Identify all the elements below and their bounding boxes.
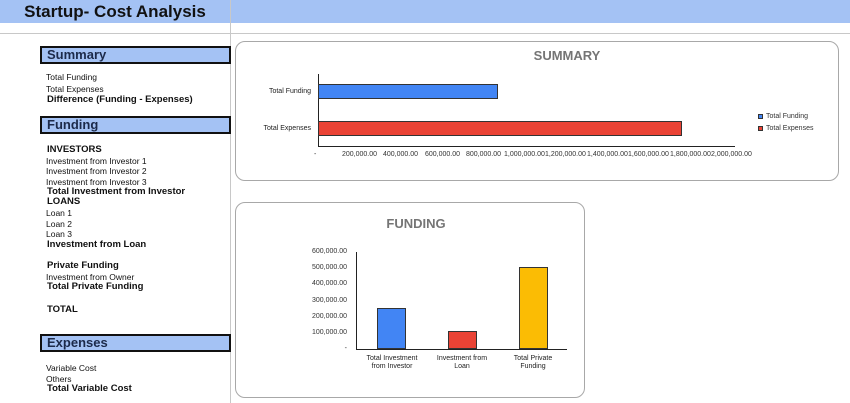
x-axis-line: [318, 146, 735, 147]
bar-investment-from-loan[interactable]: [448, 331, 477, 349]
bar-total-private-funding[interactable]: [519, 267, 548, 349]
label-line: Total Private: [513, 355, 553, 362]
bar-total-investment-from-investor[interactable]: [377, 308, 406, 349]
y-tick-label: 200,000.00: [311, 313, 347, 320]
x-category-label: Investment from Loan: [422, 355, 502, 371]
page-title: Startup- Cost Analysis: [24, 2, 206, 21]
row-owner-investment[interactable]: Investment from Owner: [46, 272, 135, 282]
row-investor-1[interactable]: Investment from Investor 1: [46, 156, 147, 166]
label-line: Investment from: [436, 355, 488, 362]
legend-item-total-funding[interactable]: Total Funding: [758, 113, 808, 120]
row-investor-2[interactable]: Investment from Investor 2: [46, 166, 147, 176]
row-total-funding[interactable]: Total Funding: [46, 72, 98, 82]
x-tick-label: 2,000,000.00: [711, 151, 752, 158]
row-total-expenses[interactable]: Total Expenses: [46, 84, 104, 94]
x-tick-label: 1,800,000.00: [670, 151, 711, 158]
row-investor-3[interactable]: Investment from Investor 3: [46, 177, 147, 187]
section-header-expenses[interactable]: Expenses: [40, 334, 231, 352]
funding-chart[interactable]: FUNDING 600,000.00 500,000.00 400,000.00…: [235, 202, 585, 398]
x-axis-line: [356, 349, 567, 350]
x-tick-label: 1,000,000.00: [504, 151, 545, 158]
section-header-funding[interactable]: Funding: [40, 116, 231, 134]
row-total-variable-cost[interactable]: Total Variable Cost: [47, 383, 132, 394]
heading-loans[interactable]: LOANS: [47, 196, 81, 207]
category-label: Total Funding: [268, 88, 311, 95]
y-tick-label: -: [344, 345, 347, 352]
heading-private-funding[interactable]: Private Funding: [47, 260, 119, 271]
row-loan-2[interactable]: Loan 2: [46, 219, 72, 229]
row-difference[interactable]: Difference (Funding - Expenses): [47, 94, 193, 105]
legend-item-total-expenses[interactable]: Total Expenses: [758, 125, 813, 132]
legend-label: Total Funding: [766, 113, 809, 120]
y-axis-line: [356, 252, 357, 349]
y-tick-label: 500,000.00: [311, 264, 347, 271]
summary-chart-title: SUMMARY: [533, 48, 601, 63]
y-tick-label: 600,000.00: [311, 248, 347, 255]
x-tick-label: 1,400,000.00: [587, 151, 628, 158]
x-tick-label: 1,600,000.00: [628, 151, 669, 158]
x-tick-label: 400,000.00: [383, 151, 419, 158]
legend-swatch-icon: [758, 126, 763, 131]
bar-total-funding[interactable]: [318, 84, 498, 99]
heading-investors[interactable]: INVESTORS: [47, 144, 102, 155]
row-investment-from-loan[interactable]: Investment from Loan: [47, 239, 147, 250]
x-tick-label: 1,200,000.00: [545, 151, 586, 158]
x-category-label: Total Investment from Investor: [352, 355, 432, 371]
row-total-private-funding[interactable]: Total Private Funding: [47, 281, 144, 292]
label-line: Loan: [454, 363, 470, 370]
row-others[interactable]: Others: [46, 374, 72, 384]
bar-total-expenses[interactable]: [318, 121, 682, 136]
row-loan-3[interactable]: Loan 3: [46, 229, 72, 239]
grid-line: [0, 33, 850, 34]
y-tick-label: 400,000.00: [311, 280, 347, 287]
header-band: [0, 0, 850, 23]
x-category-label: Total Private Funding: [493, 355, 573, 371]
legend-swatch-icon: [758, 114, 763, 119]
funding-chart-title: FUNDING: [386, 216, 446, 231]
row-grand-total[interactable]: TOTAL: [47, 304, 78, 315]
section-header-summary[interactable]: Summary: [40, 46, 231, 64]
row-total-investor[interactable]: Total Investment from Investor: [47, 186, 186, 197]
y-tick-label: 300,000.00: [311, 297, 347, 304]
label-line: from Investor: [371, 363, 413, 370]
x-tick-label: 600,000.00: [425, 151, 461, 158]
x-tick-label: 200,000.00: [342, 151, 378, 158]
y-axis-line: [318, 74, 319, 147]
summary-chart[interactable]: SUMMARY Total Funding Total Expenses - 2…: [235, 41, 839, 181]
y-tick-label: 100,000.00: [311, 329, 347, 336]
legend-label: Total Expenses: [766, 125, 814, 132]
row-loan-1[interactable]: Loan 1: [46, 208, 72, 218]
row-variable-cost[interactable]: Variable Cost: [46, 363, 97, 373]
label-line: Funding: [520, 363, 546, 370]
label-line: Total Investment: [366, 355, 418, 362]
column-divider: [230, 0, 231, 403]
category-label: Total Expenses: [263, 125, 311, 132]
x-tick-label: -: [314, 151, 317, 158]
x-tick-label: 800,000.00: [466, 151, 502, 158]
